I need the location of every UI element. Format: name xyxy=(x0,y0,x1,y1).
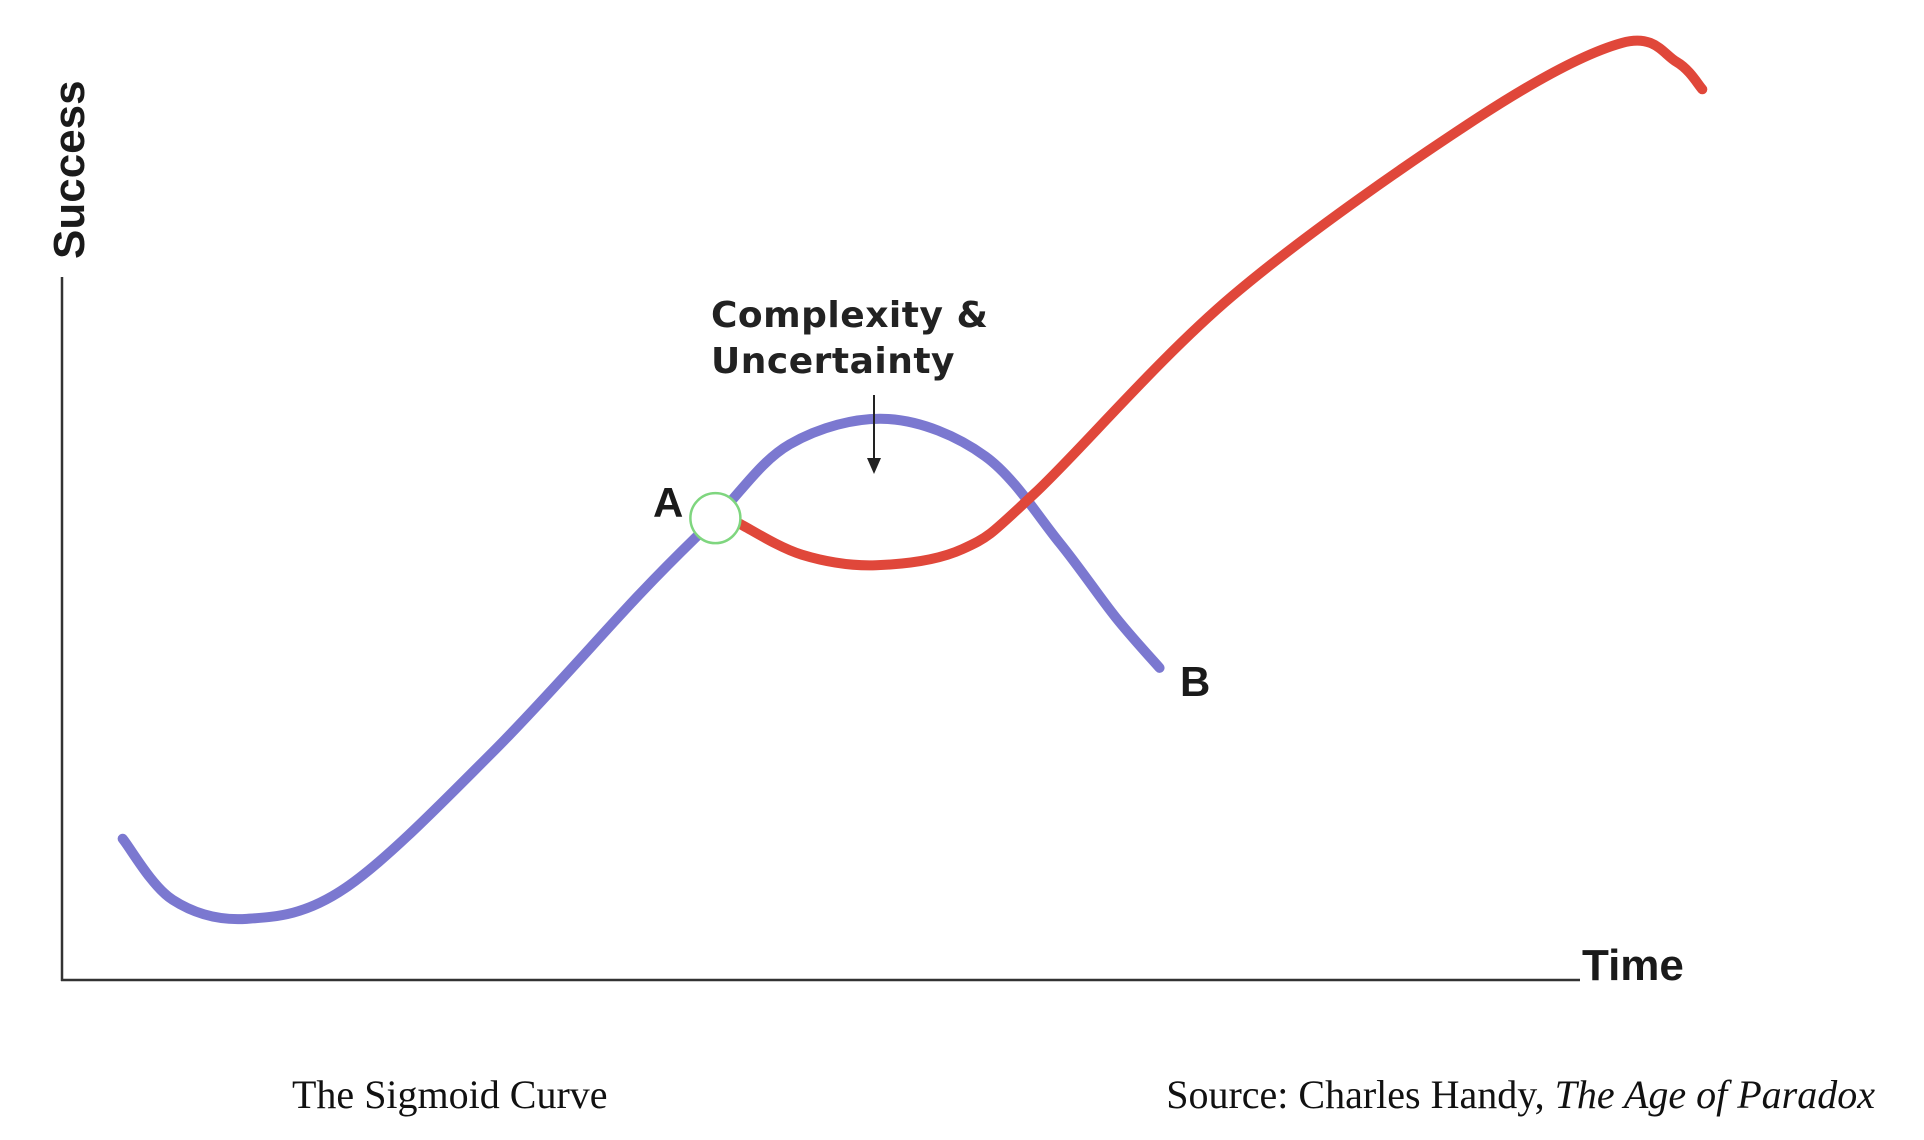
first-sigmoid-curve xyxy=(117,413,1165,925)
point-b-label: B xyxy=(1180,658,1210,705)
point-a-marker xyxy=(689,491,742,545)
annotation-line-1: Complexity & xyxy=(711,295,988,336)
y-axis-label: Success xyxy=(45,80,94,259)
x-axis-label: Time xyxy=(1582,941,1684,990)
caption-title: The Sigmoid Curve xyxy=(292,1072,608,1117)
down-arrow-icon xyxy=(867,395,881,474)
caption-source: Source: Charles Handy, The Age of Parado… xyxy=(1166,1072,1875,1117)
second-sigmoid-curve xyxy=(734,35,1708,571)
annotation-line-2: Uncertainty xyxy=(711,341,955,382)
source-title: The Age of Paradox xyxy=(1555,1072,1876,1117)
point-a-label: A xyxy=(653,479,683,526)
source-prefix: Source: Charles Handy, xyxy=(1166,1072,1554,1117)
